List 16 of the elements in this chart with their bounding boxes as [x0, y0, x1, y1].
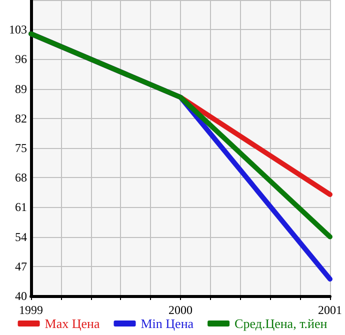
y-tick-label: 89 [15, 82, 27, 96]
y-tick-label: 47 [15, 259, 27, 274]
y-tick-label: 40 [15, 289, 27, 303]
x-tick-label: 1999 [19, 303, 43, 317]
x-tick-label: 2001 [318, 303, 342, 317]
legend-label: Max Цена [44, 316, 100, 331]
y-tick-label: 54 [15, 230, 27, 244]
y-tick-label: 61 [15, 200, 27, 214]
y-tick-label: 103 [9, 22, 27, 37]
y-tick-label: 96 [15, 52, 27, 66]
y-tick-label: 75 [15, 141, 27, 155]
legend-label: Min Цена [140, 316, 194, 331]
legend-label: Сред.Цена, т.йен [234, 316, 328, 331]
x-tick-label: 2000 [168, 303, 192, 317]
y-tick-label: 82 [15, 111, 27, 126]
y-tick-label: 68 [15, 170, 27, 185]
